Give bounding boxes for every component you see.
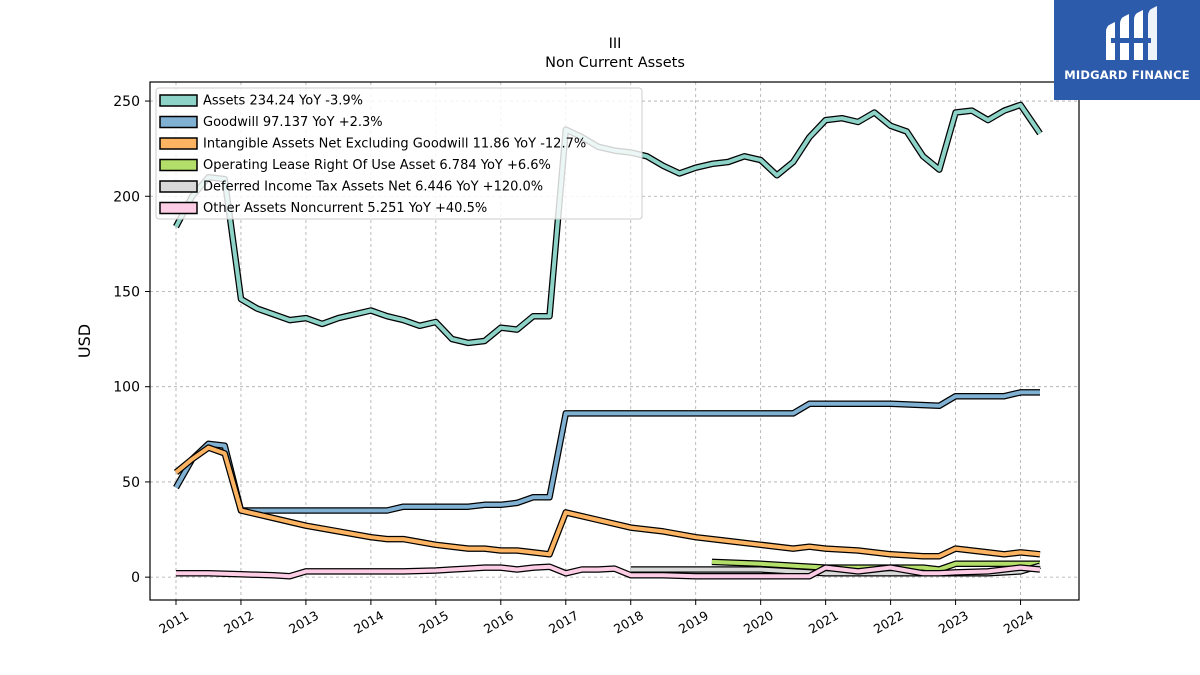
legend-swatch <box>159 201 198 215</box>
x-tick-label: 2021 <box>806 608 841 637</box>
y-tick-label: 100 <box>113 380 140 396</box>
x-tick-label: 2022 <box>871 608 906 637</box>
y-tick-label: 200 <box>113 189 140 205</box>
x-tick-label: 2011 <box>156 608 191 637</box>
legend-entry: Intangible Assets Net Excluding Goodwill… <box>203 137 586 152</box>
legend-box <box>155 87 643 220</box>
legend-entry: Goodwill 97.137 YoY +2.3% <box>203 115 383 130</box>
legend-entry: Deferred Income Tax Assets Net 6.446 YoY… <box>203 180 543 195</box>
legend-entry: Operating Lease Right Of Use Asset 6.784… <box>203 158 551 173</box>
legend-swatch <box>159 180 198 193</box>
x-tick-label: 2016 <box>481 608 516 637</box>
legend-entry: Other Assets Noncurrent 5.251 YoY +40.5% <box>203 201 487 216</box>
legend-swatch <box>159 115 198 129</box>
brand-mark-icon <box>1106 6 1157 60</box>
x-tick-label: 2012 <box>221 608 256 637</box>
series-line <box>174 445 1041 559</box>
y-tick-label: 50 <box>122 475 140 491</box>
x-tick-label: 2019 <box>676 608 711 637</box>
x-tick-label: 2018 <box>611 608 646 637</box>
chart-title: III <box>609 36 622 52</box>
legend-swatch <box>159 158 198 172</box>
legend-swatch <box>159 94 198 107</box>
y-tick-label: 0 <box>131 570 140 586</box>
x-tick-label: 2024 <box>1001 608 1036 637</box>
legend-swatch <box>159 137 198 150</box>
y-axis-label: USD <box>75 324 94 358</box>
plot-frame <box>149 81 1080 601</box>
brand-logo: MIDGARD FINANCE <box>1054 0 1200 100</box>
x-tick-label: 2014 <box>351 608 386 637</box>
legend-entry: Assets 234.24 YoY -3.9% <box>203 94 363 109</box>
legend: Assets 234.24 YoY -3.9% Goodwill 97.137 Y… <box>155 87 643 220</box>
series-line <box>176 564 1041 579</box>
y-tick-label: 150 <box>113 284 140 300</box>
chart-subtitle: Non Current Assets <box>545 55 685 71</box>
x-tick-label: 2017 <box>546 608 581 637</box>
x-tick-label: 2015 <box>416 608 451 637</box>
x-tick-label: 2023 <box>936 608 971 637</box>
x-tick-label: 2013 <box>286 608 321 637</box>
x-tick-label: 2020 <box>741 608 776 637</box>
series-line <box>174 390 1040 513</box>
brand-name: MIDGARD FINANCE <box>1064 68 1190 82</box>
y-tick-label: 250 <box>113 94 140 110</box>
